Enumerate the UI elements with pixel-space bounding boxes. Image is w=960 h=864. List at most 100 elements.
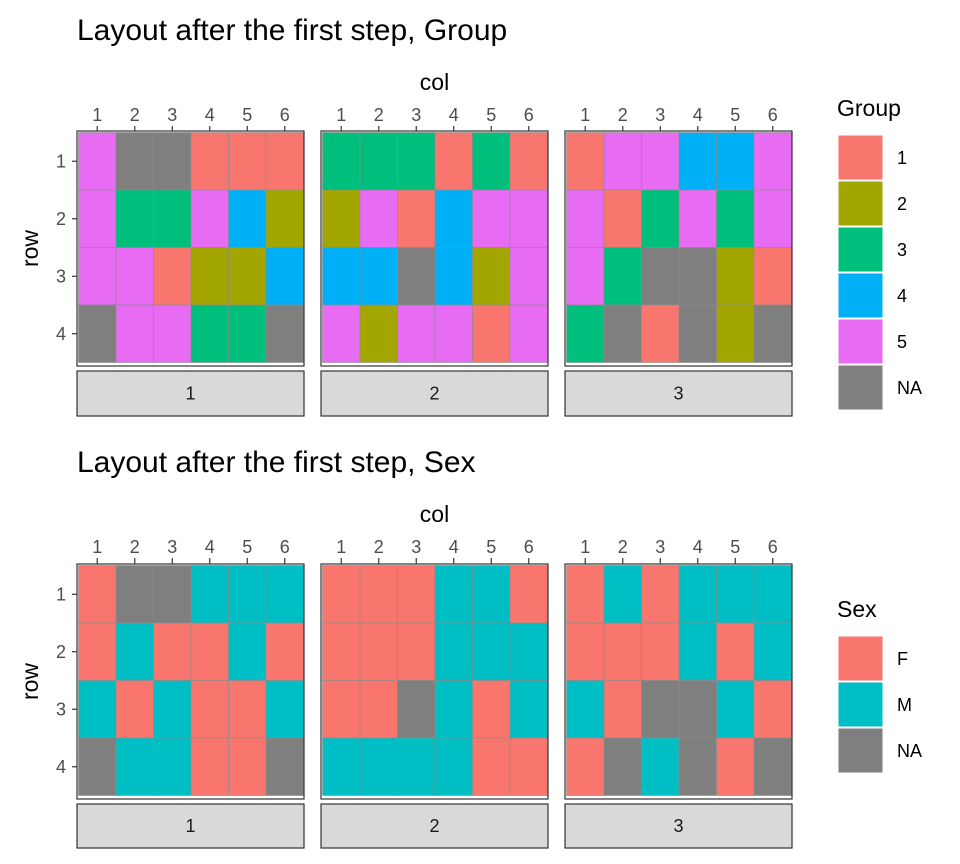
x-tick-label: 1 [336,537,346,557]
heatmap-tile [716,565,755,624]
heatmap-tile [678,247,717,306]
facet-panel-2: 1 2 3 4 5 6 3 [564,537,793,849]
legend-key [837,272,884,319]
legend-key [837,318,884,365]
heatmap-tile [359,680,398,739]
heatmap-tile [115,132,154,191]
heatmap-tile [115,737,154,796]
heatmap-tile [153,304,192,363]
heatmap-tile [397,680,436,739]
y-tick-label: 2 [56,642,66,662]
x-tick-label: 1 [336,105,346,125]
heatmap-tile [115,247,154,306]
facet-strip-label: 3 [673,816,683,836]
x-axis-title: col [420,501,449,527]
chart-title: Layout after the first step, Sex [77,446,476,479]
x-tick-label: 4 [449,105,459,125]
heatmap-tile [641,247,680,306]
heatmap-tile [472,680,511,739]
heatmap-tile [509,304,548,363]
heatmap-tile [603,304,642,363]
x-tick-label: 5 [486,105,496,125]
x-tick-label: 2 [374,537,384,557]
x-tick-label: 2 [618,537,628,557]
heatmap-tile [753,304,792,363]
heatmap-tile [509,680,548,739]
heatmap-tile [322,737,361,796]
heatmap-tile [603,680,642,739]
legend-label: 5 [897,332,907,352]
heatmap-tile [397,622,436,681]
heatmap-tile [509,189,548,248]
heatmap-tile [153,565,192,624]
legend-label: F [897,649,908,669]
heatmap-tile [78,680,117,739]
heatmap-tile [359,622,398,681]
heatmap-tile [359,132,398,191]
heatmap-tile [716,680,755,739]
x-tick-label: 1 [580,537,590,557]
heatmap-tile [716,304,755,363]
x-tick-label: 6 [280,537,290,557]
heatmap-tile [78,189,117,248]
panel-border [564,130,793,367]
heatmap-tile [641,189,680,248]
heatmap-tile [322,247,361,306]
heatmap-tile [472,737,511,796]
heatmap-tile [190,680,229,739]
heatmap-tile [115,680,154,739]
x-tick-label: 3 [167,537,177,557]
heatmap-tile [322,565,361,624]
facet-strip [76,370,305,417]
heatmap-tile [678,565,717,624]
heatmap-tile [753,680,792,739]
heatmap-tile [603,622,642,681]
x-tick-label: 5 [242,537,252,557]
heatmap-tile [603,565,642,624]
heatmap-tile [228,565,267,624]
facet-panel-0: 1 2 3 4 5 6 1 [76,537,305,849]
heatmap-tile [190,304,229,363]
facet-panel-2: 1 2 3 4 5 6 3 [564,105,793,417]
x-tick-label: 1 [92,537,102,557]
x-tick-label: 3 [167,105,177,125]
x-tick-label: 1 [92,105,102,125]
heatmap-tile [265,132,304,191]
heatmap-tile [115,565,154,624]
heatmap-tile [153,622,192,681]
legend-key [837,364,884,411]
x-tick-label: 4 [205,537,215,557]
heatmap-tile [153,247,192,306]
heatmap-tile [753,189,792,248]
heatmap-tile [509,622,548,681]
heatmap-tile [641,680,680,739]
x-tick-label: 5 [730,105,740,125]
heatmap-tile [641,622,680,681]
legend-key [837,727,884,774]
facet-strip [564,803,793,849]
facet-strip [320,370,549,417]
heatmap-tile [190,132,229,191]
heatmap-tile [509,132,548,191]
x-tick-label: 2 [130,537,140,557]
facet-strip [564,370,793,417]
heatmap-tile [153,189,192,248]
heatmap-tile [753,737,792,796]
heatmap-tile [753,622,792,681]
heatmap-tile [678,737,717,796]
heatmap-tile [434,737,473,796]
heatmap-tile [78,737,117,796]
x-tick-label: 6 [280,105,290,125]
x-tick-label: 5 [730,537,740,557]
heatmap-tile [678,304,717,363]
heatmap-tile [228,680,267,739]
legend-label: 1 [897,148,907,168]
facet-strip [76,803,305,849]
heatmap-tile [678,132,717,191]
chart-title: Layout after the first step, Group [77,14,507,47]
heatmap-tile [716,132,755,191]
heatmap-tile [359,304,398,363]
heatmap-tile [678,189,717,248]
heatmap-tile [566,304,605,363]
x-tick-label: 6 [524,537,534,557]
